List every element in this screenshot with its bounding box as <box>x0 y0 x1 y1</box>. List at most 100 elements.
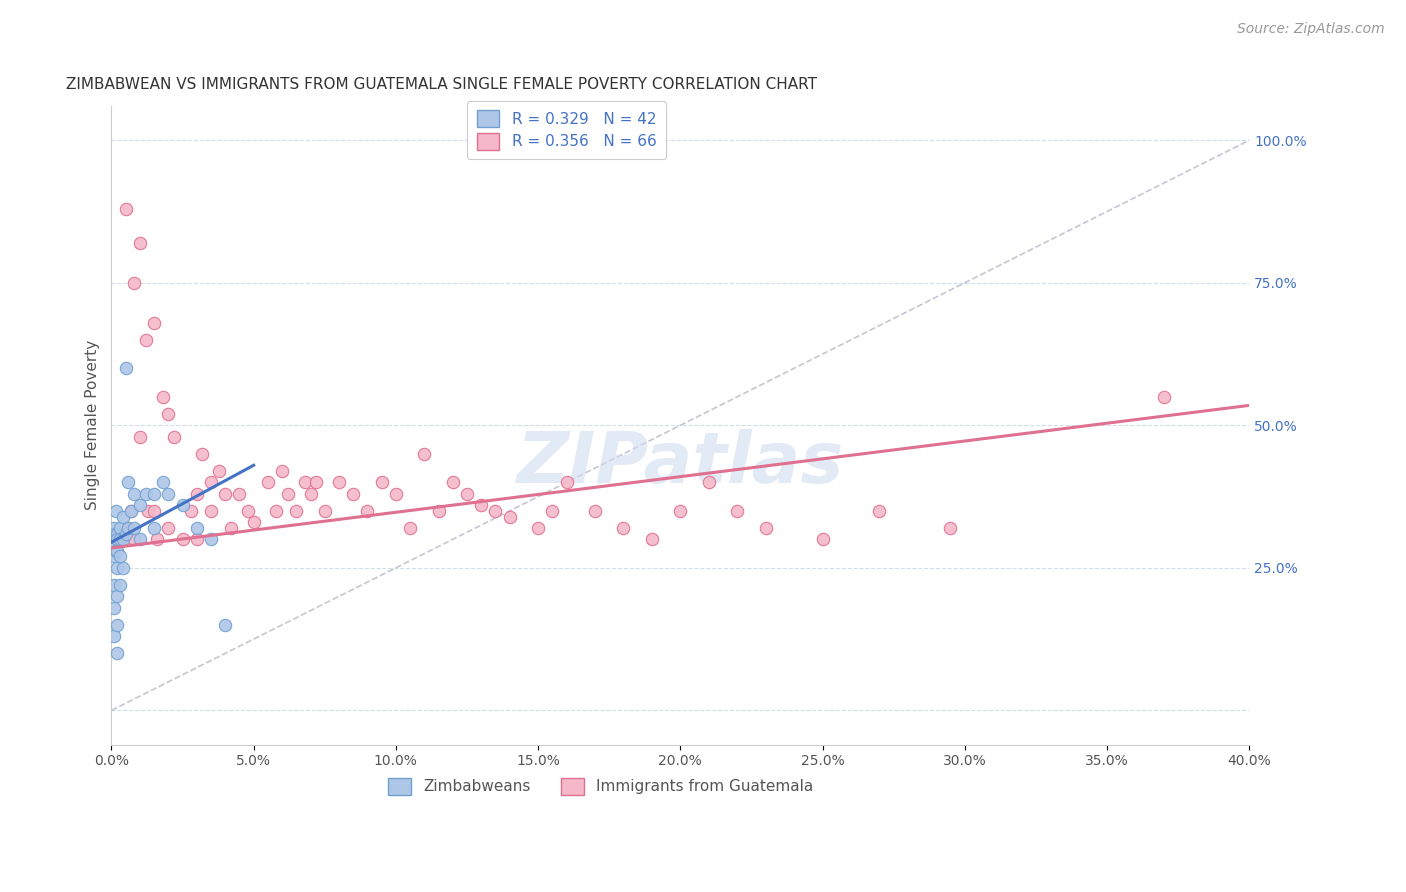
Point <box>103 521 125 535</box>
Point <box>105 533 128 547</box>
Point <box>108 533 131 547</box>
Point <box>186 533 208 547</box>
Point <box>527 521 550 535</box>
Point <box>200 533 222 547</box>
Point <box>939 521 962 535</box>
Point <box>294 475 316 490</box>
Point <box>122 533 145 547</box>
Point <box>186 521 208 535</box>
Point <box>214 487 236 501</box>
Point <box>104 504 127 518</box>
Point <box>122 487 145 501</box>
Point <box>135 333 157 347</box>
Point <box>441 475 464 490</box>
Point <box>103 538 125 552</box>
Point <box>163 430 186 444</box>
Y-axis label: Single Female Poverty: Single Female Poverty <box>86 340 100 510</box>
Point <box>299 487 322 501</box>
Point <box>146 533 169 547</box>
Point <box>413 447 436 461</box>
Point <box>143 316 166 330</box>
Point <box>105 543 128 558</box>
Point <box>399 521 422 535</box>
Point <box>128 430 150 444</box>
Point <box>470 498 492 512</box>
Point <box>200 475 222 490</box>
Point <box>305 475 328 490</box>
Point <box>669 504 692 518</box>
Point <box>1153 390 1175 404</box>
Point <box>541 504 564 518</box>
Point <box>117 475 139 490</box>
Point <box>103 600 125 615</box>
Point <box>242 515 264 529</box>
Point <box>128 235 150 250</box>
Point <box>105 590 128 604</box>
Point <box>128 533 150 547</box>
Point <box>108 521 131 535</box>
Point <box>114 526 136 541</box>
Point <box>236 504 259 518</box>
Point <box>108 533 131 547</box>
Point <box>135 487 157 501</box>
Point <box>266 504 288 518</box>
Point <box>180 504 202 518</box>
Point <box>111 509 134 524</box>
Point <box>105 618 128 632</box>
Point <box>484 504 506 518</box>
Point <box>271 464 294 478</box>
Point <box>186 487 208 501</box>
Point <box>583 504 606 518</box>
Point <box>152 390 174 404</box>
Point <box>111 533 134 547</box>
Text: ZIMBABWEAN VS IMMIGRANTS FROM GUATEMALA SINGLE FEMALE POVERTY CORRELATION CHART: ZIMBABWEAN VS IMMIGRANTS FROM GUATEMALA … <box>66 78 817 93</box>
Point <box>120 504 142 518</box>
Point <box>811 533 834 547</box>
Point <box>697 475 720 490</box>
Point <box>370 475 392 490</box>
Point <box>385 487 408 501</box>
Point <box>108 549 131 564</box>
Point <box>105 561 128 575</box>
Point <box>257 475 280 490</box>
Point <box>114 361 136 376</box>
Point <box>117 521 139 535</box>
Point <box>143 487 166 501</box>
Point <box>285 504 308 518</box>
Point <box>498 509 520 524</box>
Point <box>157 487 180 501</box>
Point <box>456 487 478 501</box>
Point <box>641 533 664 547</box>
Point <box>152 475 174 490</box>
Text: Source: ZipAtlas.com: Source: ZipAtlas.com <box>1237 22 1385 37</box>
Point <box>105 526 128 541</box>
Point <box>104 526 127 541</box>
Point <box>128 498 150 512</box>
Point <box>104 543 127 558</box>
Point <box>120 504 142 518</box>
Point <box>103 578 125 592</box>
Point <box>427 504 450 518</box>
Legend: Zimbabweans, Immigrants from Guatemala: Zimbabweans, Immigrants from Guatemala <box>382 772 820 801</box>
Point <box>172 533 194 547</box>
Point <box>157 407 180 421</box>
Point <box>143 521 166 535</box>
Point <box>105 646 128 660</box>
Point <box>200 504 222 518</box>
Point <box>755 521 778 535</box>
Text: ZIPatlas: ZIPatlas <box>516 429 844 498</box>
Point <box>138 504 160 518</box>
Point <box>191 447 214 461</box>
Point <box>725 504 748 518</box>
Point <box>101 533 124 547</box>
Point <box>103 549 125 564</box>
Point <box>122 521 145 535</box>
Point <box>214 618 236 632</box>
Point <box>117 521 139 535</box>
Point <box>612 521 634 535</box>
Point <box>868 504 890 518</box>
Point <box>114 202 136 216</box>
Point <box>108 578 131 592</box>
Point <box>314 504 336 518</box>
Point <box>103 629 125 643</box>
